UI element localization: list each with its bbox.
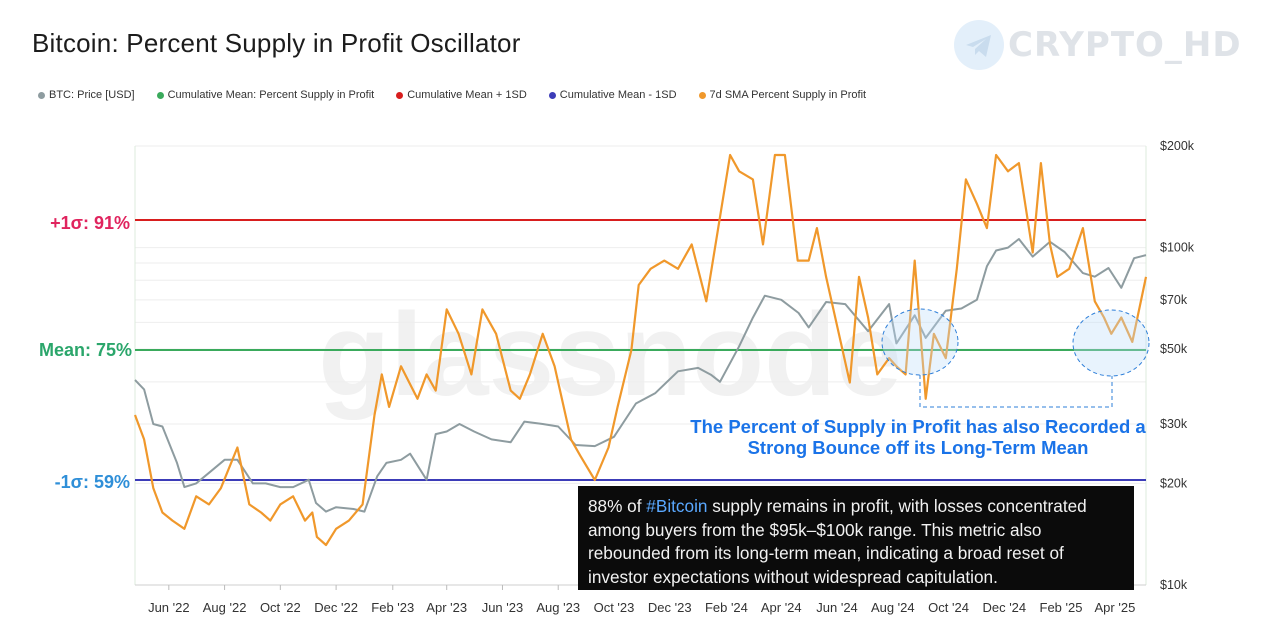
x-axis: Jun '22 Aug '22 Oct '22 Dec '22 Feb '23 Apr '… bbox=[148, 585, 1135, 615]
legend-item-plus1sd[interactable]: Cumulative Mean + 1SD bbox=[396, 89, 527, 101]
btc-price-line bbox=[134, 238, 1147, 513]
y-tick-label: $70k bbox=[1160, 293, 1188, 307]
y-tick-label: $50k bbox=[1160, 342, 1188, 356]
x-tick-label: Oct '23 bbox=[594, 600, 635, 615]
x-tick-label: Dec '22 bbox=[314, 600, 358, 615]
x-tick-label: Jun '22 bbox=[148, 600, 190, 615]
brand-text: CRYPTO_HD bbox=[1008, 25, 1242, 65]
y-tick-label: $30k bbox=[1160, 417, 1188, 431]
legend-label: Cumulative Mean + 1SD bbox=[407, 89, 527, 101]
x-tick-label: Jun '23 bbox=[482, 600, 524, 615]
legend-item-minus1sd[interactable]: Cumulative Mean - 1SD bbox=[548, 89, 677, 101]
x-tick-label: Apr '24 bbox=[761, 600, 802, 615]
legend-item-price[interactable]: BTC: Price [USD] bbox=[38, 89, 135, 101]
legend-item-mean[interactable]: Cumulative Mean: Percent Supply in Profi… bbox=[156, 89, 375, 101]
legend-dot bbox=[38, 91, 45, 99]
highlight-ellipse-left bbox=[881, 308, 959, 376]
x-tick-label: Dec '24 bbox=[982, 600, 1026, 615]
note-body: supply remains in profit, with losses co… bbox=[588, 496, 1087, 587]
highlight-ellipse-right bbox=[1072, 309, 1150, 377]
telegram-icon bbox=[954, 20, 1004, 70]
annotation-shapes bbox=[881, 308, 1150, 408]
annotation-line-2: Strong Bounce off its Long-Term Mean bbox=[748, 437, 1089, 458]
y-tick-label: $10k bbox=[1160, 578, 1188, 592]
reference-lines bbox=[135, 219, 1146, 481]
x-tick-label: Apr '25 bbox=[1095, 600, 1136, 615]
legend-dot bbox=[156, 91, 164, 99]
note-lead: 88% of bbox=[588, 496, 647, 516]
legend-dot bbox=[698, 91, 706, 99]
x-tick-label: Aug '24 bbox=[871, 600, 915, 615]
x-tick-label: Oct '22 bbox=[260, 600, 301, 615]
x-tick-label: Feb '25 bbox=[1040, 600, 1083, 615]
y-axis-right: $200k $100k $70k $50k $30k $20k $10k bbox=[1160, 139, 1195, 592]
legend-dot bbox=[548, 91, 556, 99]
annotation-line-1: The Percent of Supply in Profit has also… bbox=[690, 416, 1146, 437]
legend-label: Cumulative Mean - 1SD bbox=[559, 89, 677, 101]
plus-1sd-label: +1σ: 91% bbox=[50, 213, 130, 233]
x-tick-label: Aug '23 bbox=[536, 600, 580, 615]
y-tick-label: $100k bbox=[1160, 241, 1195, 255]
x-tick-label: Aug '22 bbox=[203, 600, 247, 615]
sma-percent-supply-line bbox=[133, 153, 1148, 547]
bitcoin-hashtag-link[interactable]: #Bitcoin bbox=[646, 496, 708, 516]
brand-watermark: CRYPTO_HD bbox=[954, 20, 1242, 70]
series-lines bbox=[133, 153, 1148, 547]
mean-label: Mean: 75% bbox=[39, 340, 132, 360]
legend-label: BTC: Price [USD] bbox=[49, 89, 135, 101]
page-title: Bitcoin: Percent Supply in Profit Oscill… bbox=[32, 28, 521, 58]
annotation-bracket bbox=[919, 375, 1113, 408]
legend-label: 7d SMA Percent Supply in Profit bbox=[709, 89, 867, 101]
x-tick-label: Apr '23 bbox=[426, 600, 467, 615]
x-tick-label: Jun '24 bbox=[816, 600, 858, 615]
commentary-box: 88% of #Bitcoin supply remains in profit… bbox=[578, 486, 1134, 590]
x-tick-label: Feb '23 bbox=[371, 600, 414, 615]
legend-dot bbox=[396, 91, 404, 99]
x-tick-label: Oct '24 bbox=[928, 600, 969, 615]
glassnode-watermark: glassnode bbox=[318, 289, 902, 421]
x-tick-label: Feb '24 bbox=[705, 600, 748, 615]
y-tick-label: $20k bbox=[1160, 476, 1188, 490]
chart-legend: BTC: Price [USD] Cumulative Mean: Percen… bbox=[38, 89, 888, 101]
x-tick-label: Dec '23 bbox=[648, 600, 692, 615]
legend-item-sma[interactable]: 7d SMA Percent Supply in Profit bbox=[698, 89, 867, 101]
y-tick-label: $200k bbox=[1160, 139, 1195, 153]
legend-label: Cumulative Mean: Percent Supply in Profi… bbox=[167, 89, 375, 101]
minus-1sd-label: -1σ: 59% bbox=[55, 472, 130, 492]
